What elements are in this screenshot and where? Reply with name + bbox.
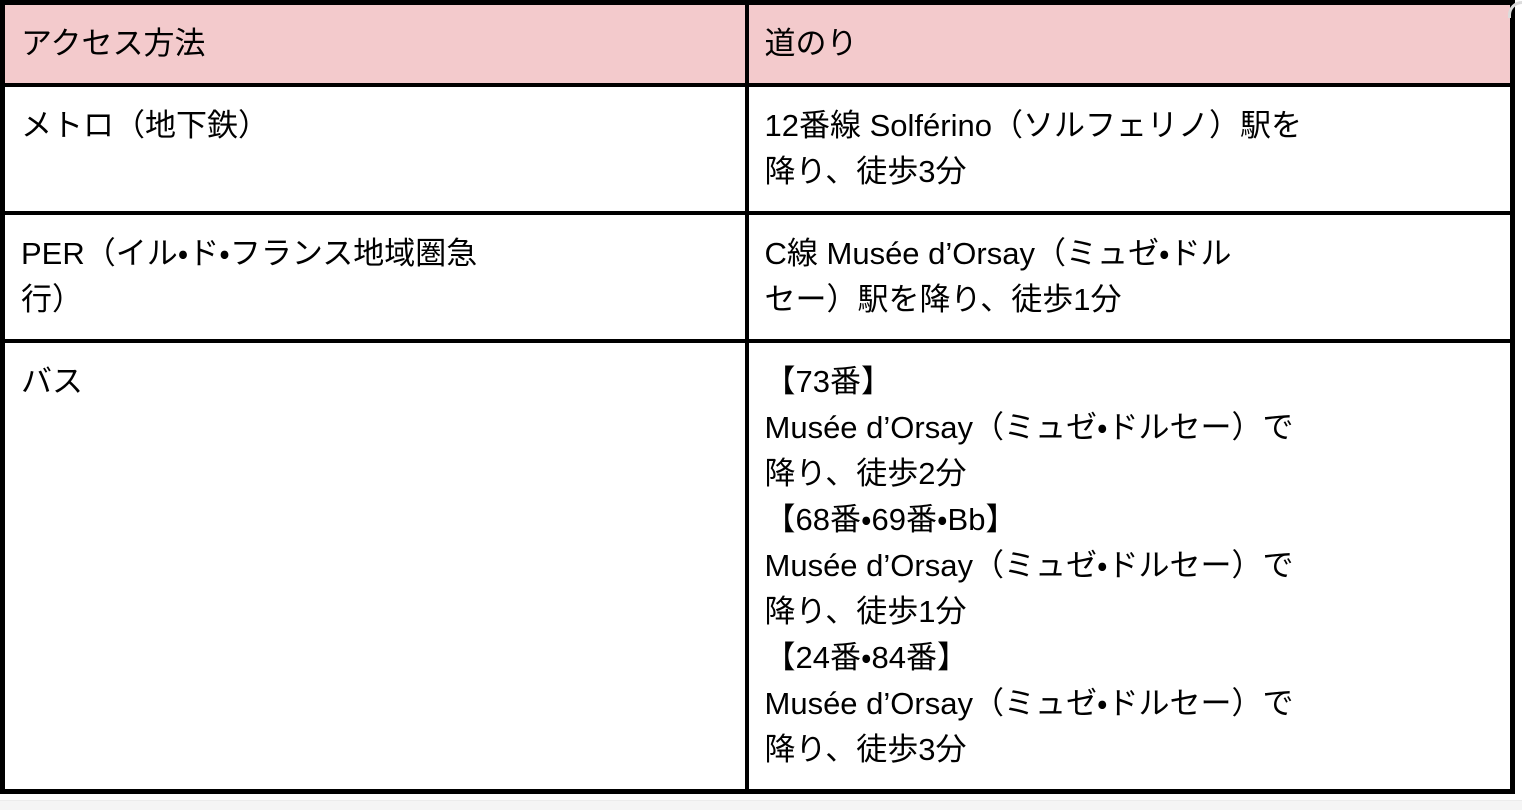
cell-route-metro: 12番線 Solférino（ソルフェリノ）駅を 降り、徒歩3分 bbox=[744, 83, 1515, 215]
table-row-metro: メトロ（地下鉄） 12番線 Solférino（ソルフェリノ）駅を 降り、徒歩3… bbox=[0, 83, 1515, 215]
table-row-bus: バス 【73番】 Musée d’Orsay（ミュゼ・ドルセー）で 降り、徒歩2… bbox=[0, 339, 1515, 794]
access-methods-table: アクセス方法 道のり メトロ（地下鉄） 12番線 Solférino（ソルフェリ… bbox=[0, 0, 1515, 794]
column-header-access-method: アクセス方法 bbox=[0, 0, 749, 87]
cell-method-per: PER（イル・ド・フランス地域圏急 行） bbox=[0, 211, 749, 343]
cell-method-bus: バス bbox=[0, 339, 749, 794]
window-corner-decoration bbox=[1508, 1, 1522, 18]
cell-method-metro: メトロ（地下鉄） bbox=[0, 83, 749, 215]
table-row-per: PER（イル・ド・フランス地域圏急 行） C線 Musée d’Orsay（ミュ… bbox=[0, 211, 1515, 343]
below-table-strip bbox=[0, 800, 1522, 810]
cell-route-per: C線 Musée d’Orsay（ミュゼ・ドル セー）駅を降り、徒歩1分 bbox=[744, 211, 1515, 343]
table-header-row: アクセス方法 道のり bbox=[0, 0, 1515, 87]
column-header-route: 道のり bbox=[744, 0, 1515, 87]
cell-route-bus: 【73番】 Musée d’Orsay（ミュゼ・ドルセー）で 降り、徒歩2分 【… bbox=[744, 339, 1515, 794]
